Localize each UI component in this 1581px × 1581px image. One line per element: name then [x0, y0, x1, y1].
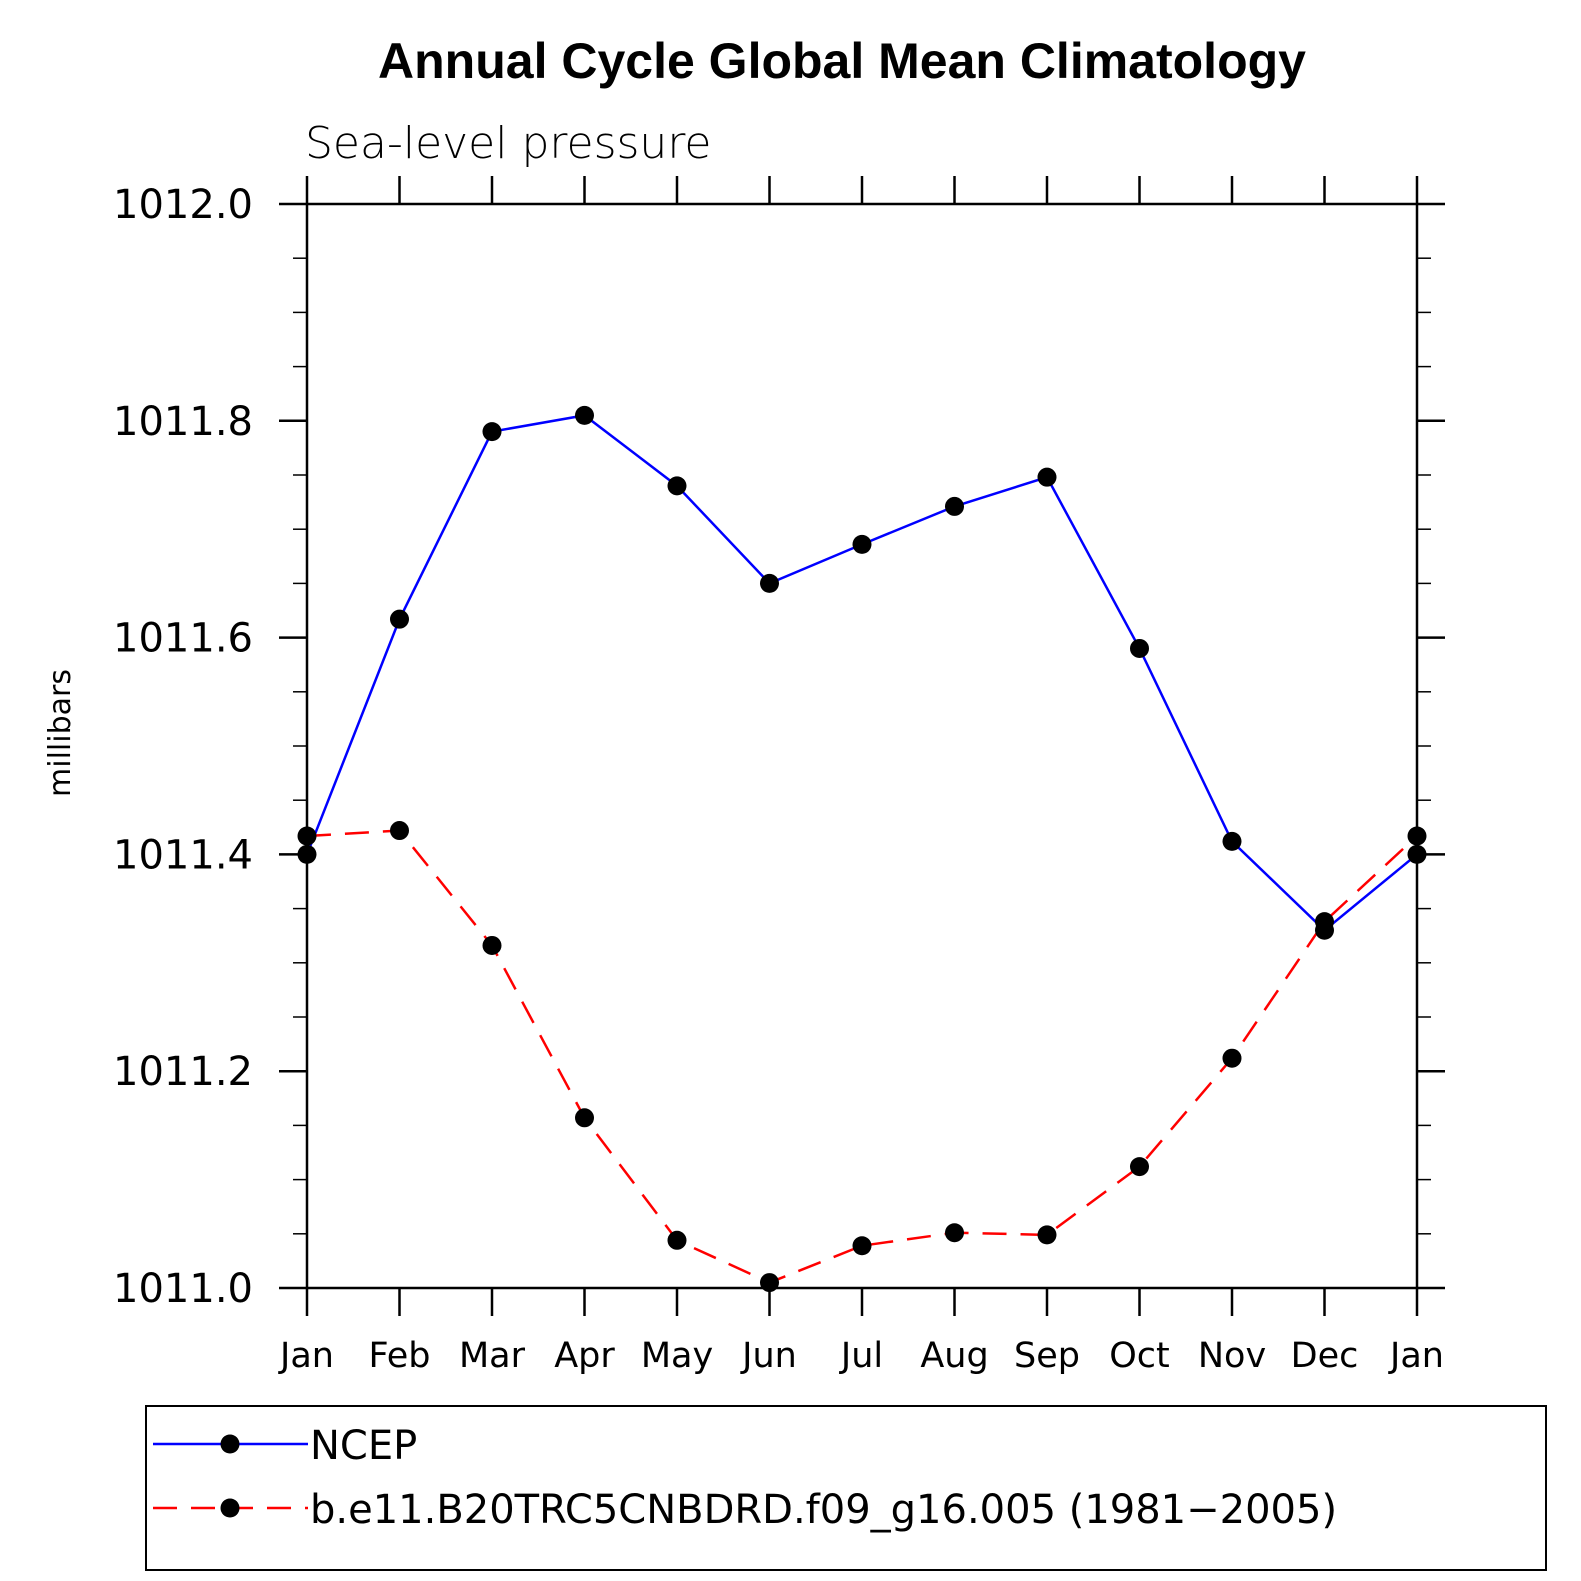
- series-2-point: [760, 1273, 779, 1293]
- series-1-point: [1037, 467, 1057, 487]
- x-tick-label: May: [641, 1336, 713, 1376]
- legend-box: [145, 1405, 1547, 1571]
- y-tick-label: 1011.0: [113, 1266, 253, 1312]
- series-1-point: [667, 476, 687, 496]
- series-1-point: [390, 609, 409, 629]
- chart-title: Annual Cycle Global Mean Climatology: [378, 33, 1306, 89]
- series-1-point: [1222, 831, 1242, 851]
- y-tick-label: 1011.4: [113, 832, 253, 878]
- x-tick-label: Feb: [369, 1336, 431, 1376]
- x-tick-label: Jun: [740, 1336, 797, 1376]
- series-2-point: [1130, 1157, 1149, 1177]
- chart-subtitle: Sea-level pressure: [305, 118, 712, 169]
- series-layer: [297, 405, 1427, 1293]
- x-tick-label: Aug: [920, 1336, 988, 1376]
- x-tick-label: Jul: [839, 1336, 883, 1376]
- series-2-point: [945, 1223, 964, 1243]
- series-2-point: [1037, 1225, 1057, 1245]
- plot-frame: [305, 202, 1419, 1290]
- x-tick-label: Dec: [1291, 1336, 1359, 1376]
- series-1-point: [1407, 844, 1427, 864]
- series-2-point: [852, 1236, 872, 1256]
- series-1-point: [760, 573, 779, 593]
- legend-label-1: NCEP: [310, 1423, 417, 1469]
- series-2-point: [667, 1230, 687, 1250]
- x-tick-label: Apr: [554, 1336, 615, 1376]
- y-axis-label: millibars: [43, 669, 78, 797]
- x-tick-label: Oct: [1109, 1336, 1170, 1376]
- y-tick-label: 1011.2: [113, 1049, 253, 1095]
- series-2-point: [482, 935, 502, 955]
- series-2-point: [575, 1108, 594, 1128]
- series-1-point: [482, 422, 502, 442]
- y-tick-label: 1012.0: [113, 182, 253, 228]
- series-2-point: [1315, 912, 1334, 932]
- series-1-point: [575, 405, 594, 425]
- x-tick-label: Nov: [1198, 1336, 1266, 1376]
- series-line-1: [305, 414, 1418, 932]
- series-1-point: [945, 496, 964, 516]
- series-line-2: [306, 829, 1418, 1284]
- axes: 1011.0 1011.2 1011.4 1011.6 1011.8 1012.0 Jan F…: [113, 176, 1445, 1376]
- x-tick-label: Jan: [278, 1336, 334, 1376]
- series-1-point: [297, 844, 317, 864]
- y-tick-label: 1011.8: [113, 399, 253, 445]
- y-tick-label: 1011.6: [113, 616, 253, 662]
- x-tick-label: Mar: [459, 1336, 526, 1376]
- series-2-point: [1407, 826, 1427, 846]
- legend: NCEP b.e11.B20TRC5CNBDRD.f09_g16.005 (198…: [145, 1405, 1547, 1571]
- series-1-point: [852, 534, 872, 554]
- series-2-point: [390, 821, 409, 841]
- legend-label-2: b.e11.B20TRC5CNBDRD.f09_g16.005 (1981−20…: [310, 1487, 1337, 1533]
- legend-marker-1: [220, 1434, 240, 1454]
- series-1-point: [1130, 638, 1149, 658]
- series-2-point: [1222, 1048, 1242, 1068]
- x-tick-label: Sep: [1014, 1336, 1080, 1376]
- x-tick-label: Jan: [1388, 1336, 1444, 1376]
- series-2-point: [297, 826, 317, 846]
- legend-marker-2: [220, 1498, 240, 1518]
